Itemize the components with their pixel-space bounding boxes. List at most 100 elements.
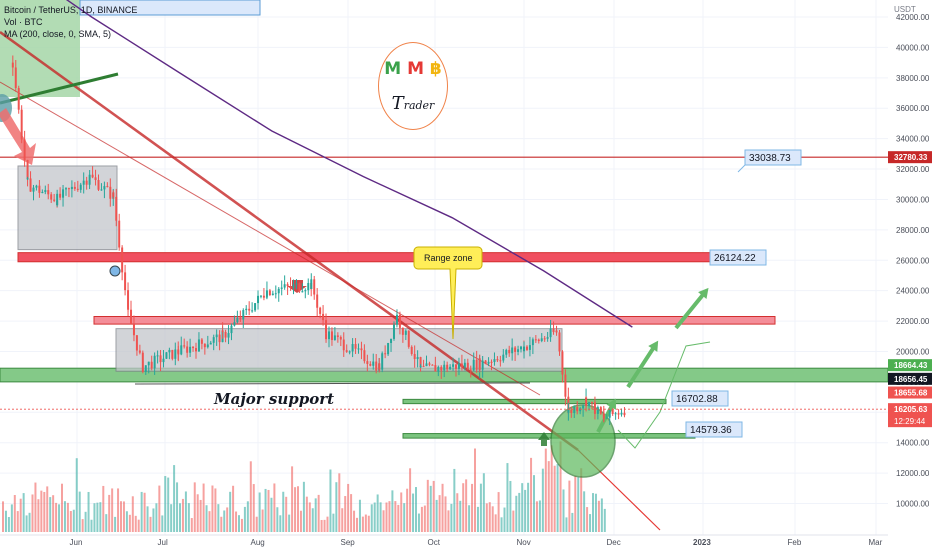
candle-body [617,413,620,415]
volume-bar [128,514,131,532]
volume-bar [61,483,63,532]
candle-body [416,357,419,360]
candle-body [484,360,487,364]
volume-bar [34,482,37,532]
candle-body [218,334,221,343]
candle-body [118,220,121,248]
volume-bar [75,458,78,532]
volume-bar [491,506,494,532]
candle-body [195,348,197,352]
candle-body [233,322,236,326]
candle-body [588,402,591,406]
volume-bar [415,487,417,532]
volume-bar [19,498,22,532]
candle-body [599,407,602,414]
logo-letter-m2: M [407,59,424,79]
candle-body [138,350,141,353]
candle-body [348,351,351,353]
volume-bar [220,516,223,532]
candle-body [32,187,35,192]
time-tick-label: Jul [158,538,168,547]
volume-bar [125,511,128,532]
candle-body [283,284,286,288]
price-tick-label: 24000.00 [896,287,930,296]
candle-body [245,308,248,311]
volume-bar [447,510,450,532]
volume-bar [137,519,140,532]
volume-bar [302,481,305,532]
volume-bar [350,494,353,532]
candle-body [310,279,313,290]
volume-bar [193,482,196,532]
candle-body [596,407,599,414]
candle-body [363,350,366,362]
candle-body [452,364,455,367]
candle-body [56,193,59,206]
time-axis[interactable]: Jun Jul Aug Sep Oct Nov Dec 2023 Feb Mar [0,534,888,550]
candle-body [150,361,153,369]
tag-32780-bg [888,151,932,164]
logo-letters: M M ฿ [379,59,447,79]
volume-bar [261,509,264,532]
candle-body [351,344,354,352]
candle-body [121,247,124,273]
candle-body [481,360,484,370]
candle-body [339,336,342,340]
volume-bar [238,515,240,532]
downtrend-line-thin [0,81,541,396]
volume-bar [63,501,66,532]
volume-bar [264,488,267,532]
candle-body [38,185,41,193]
candle-body [50,194,53,200]
candle-body [602,415,605,419]
pointer-33038 [737,164,746,173]
volume-bar [594,493,597,532]
projection-arrow-3-shaft [674,289,708,330]
candle-body [514,347,517,352]
candle-body [422,365,425,367]
candle-body [404,330,407,335]
candle-body [174,349,177,359]
candle-body [505,349,508,355]
candle-body [106,186,109,188]
candle-body [227,333,230,338]
projection-arrow-3-head [698,287,709,299]
volume-bar [181,498,184,532]
volume-bar [196,494,199,532]
volume-bar [512,510,515,532]
volume-bar [444,496,447,532]
candle-body [517,349,520,352]
candle-body [392,324,395,339]
candle-body [165,352,168,359]
volume-bar [46,486,49,532]
volume-bar [155,503,158,532]
level-label-16702-box [671,390,729,407]
support-line-14579 [402,433,696,439]
candle-body [91,174,94,178]
candle-body [135,335,138,351]
volume-bar [10,504,13,532]
legend-volume[interactable]: Vol · BTC [4,17,43,27]
candle-body [357,348,360,350]
volume-bar [199,499,202,532]
candle-body [316,294,319,308]
candle-body [381,353,384,370]
legend-symbol[interactable]: Bitcoin / TetherUS, 1D, BINANCE [4,5,138,15]
candle-body [23,139,26,161]
volume-bar [2,501,4,532]
volume-bar [294,487,297,532]
candle-body [103,186,106,190]
volume-bar [229,491,232,532]
volume-bar [291,466,294,532]
volume-bar [535,501,538,532]
legend-ma[interactable]: MA (200, close, 0, SMA, 5) [4,29,112,39]
volume-bar [482,473,485,532]
volume-bar [358,499,361,532]
candle-body [76,188,79,190]
candle-body [531,339,534,346]
volume-bar [538,500,541,532]
candle-body [511,347,514,354]
volume-bar [4,510,7,532]
